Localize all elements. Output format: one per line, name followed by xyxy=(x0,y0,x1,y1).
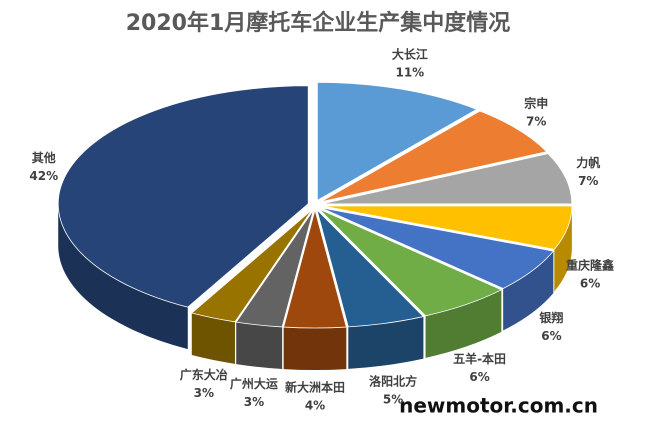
tops xyxy=(57,81,573,329)
slice-label: 广州大运 xyxy=(230,376,278,391)
slice-value-label: 42% xyxy=(29,169,58,183)
slice-side xyxy=(425,289,502,358)
slice xyxy=(321,205,573,250)
sides xyxy=(58,203,572,371)
slice-side xyxy=(283,327,347,371)
slice xyxy=(316,208,425,328)
slice-value-label: 6% xyxy=(580,277,600,291)
slice xyxy=(320,110,548,203)
slice-label: 广东大冶 xyxy=(180,367,228,382)
slice-side xyxy=(236,322,283,369)
labels: 大长江 11% 宗申 7% 力帆 7% 重庆隆鑫 6% 银翔 6% 五羊-本田 6% 洛阳北方 5% 新大洲… xyxy=(29,46,614,412)
slice-label: 宗申 xyxy=(524,96,548,111)
slice-side xyxy=(554,205,572,292)
slice-value-label: 11% xyxy=(395,65,424,79)
slice-value-label: 4% xyxy=(305,399,325,413)
slice-label: 五羊-本田 xyxy=(453,351,506,366)
slice xyxy=(190,209,313,323)
slice-value-label: 3% xyxy=(194,386,214,400)
slice-value-label: 6% xyxy=(469,370,489,384)
slice-value-label: 5% xyxy=(383,393,403,407)
slice-side xyxy=(503,251,554,331)
slice-value-label: 7% xyxy=(578,174,598,188)
slice xyxy=(235,209,314,328)
chart-title: 2020年1月摩托车企业生产集中度情况 xyxy=(126,10,511,36)
slice-label: 其他 xyxy=(32,150,56,165)
slice-label: 重庆隆鑫 xyxy=(566,258,614,273)
slice xyxy=(57,85,309,308)
slice-value-label: 6% xyxy=(541,329,561,343)
slice-label: 大长江 xyxy=(392,46,428,61)
slice xyxy=(283,208,347,329)
slice xyxy=(320,207,555,289)
slice-side xyxy=(191,312,235,364)
watermark: newmotor.com.cn xyxy=(399,394,598,418)
slice-label: 银翔 xyxy=(539,310,563,325)
slice-label: 力帆 xyxy=(576,155,600,170)
slice xyxy=(321,153,573,205)
slice-side xyxy=(348,316,424,369)
slice-label: 新大洲本田 xyxy=(285,380,345,395)
slice-value-label: 3% xyxy=(244,395,264,409)
slice-label: 洛阳北方 xyxy=(369,374,417,389)
slice xyxy=(318,208,503,317)
slice-value-label: 7% xyxy=(526,115,546,129)
slice xyxy=(316,81,478,201)
slice-side xyxy=(58,203,188,350)
